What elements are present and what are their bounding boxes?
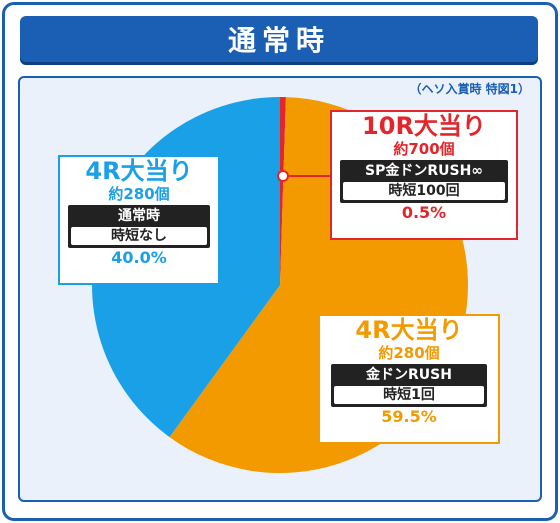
mode-block: 通常時 時短なし — [68, 205, 210, 248]
slice-mode: 金ドンRUSH — [366, 367, 452, 383]
slice-mode: SP金ドンRUSH∞ — [365, 163, 483, 179]
slice-jitan: 時短なし — [71, 227, 207, 245]
pie-slice-10r — [280, 97, 286, 285]
slice-mode: 通常時 — [118, 208, 160, 224]
slice-percent: 59.5% — [381, 407, 437, 426]
slice-prize: 約700個 — [393, 140, 455, 158]
slice-percent: 40.0% — [111, 248, 167, 267]
slice-jitan: 時短100回 — [343, 182, 505, 200]
slice-name: 4R大当り — [355, 316, 463, 344]
chart-note: （ヘソ入賞時 特図1） — [409, 82, 530, 96]
mode-block: SP金ドンRUSH∞ 時短100回 — [340, 160, 508, 203]
slice-name: 4R大当り — [85, 157, 193, 185]
slice-jitan: 時短1回 — [334, 386, 484, 404]
slice-name: 10R大当り — [362, 112, 486, 140]
page-title: 通常時 — [20, 16, 538, 62]
leader-dot-10r — [277, 170, 289, 182]
legend-box-10r: 10R大当り 約700個 SP金ドンRUSH∞ 時短100回 0.5% — [330, 110, 518, 240]
legend-box-4r-normal: 4R大当り 約280個 通常時 時短なし 40.0% — [58, 155, 220, 285]
slice-percent: 0.5% — [401, 203, 447, 222]
slice-prize: 約280個 — [378, 344, 440, 362]
legend-box-4r-rush: 4R大当り 約280個 金ドンRUSH 時短1回 59.5% — [318, 314, 500, 444]
slice-prize: 約280個 — [108, 185, 170, 203]
mode-block: 金ドンRUSH 時短1回 — [331, 364, 487, 407]
